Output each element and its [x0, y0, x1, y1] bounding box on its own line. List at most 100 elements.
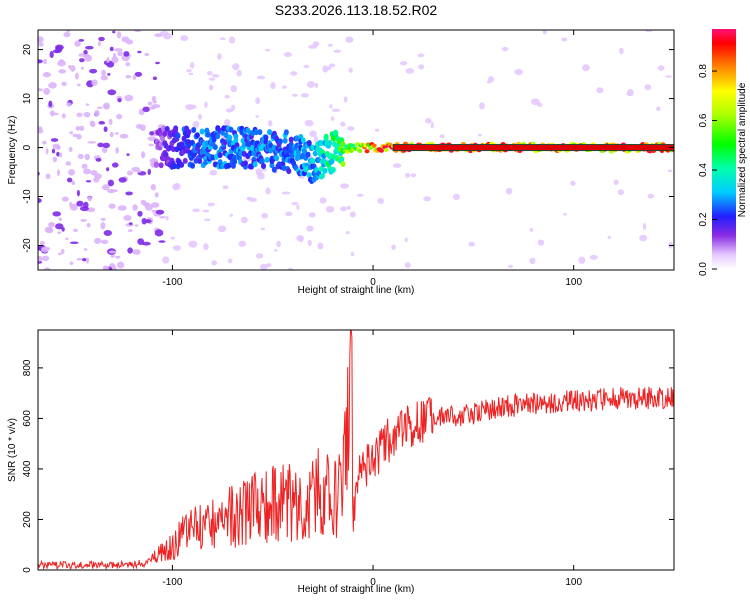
heatmap-cell [292, 93, 298, 97]
heatmap-cell [114, 132, 120, 135]
heatmap-cell [89, 68, 98, 74]
y-tick-label: 200 [22, 511, 33, 528]
heatmap-cell [371, 143, 377, 148]
heatmap-cell [144, 52, 150, 57]
heatmap-cell [306, 81, 315, 88]
heatmap-cell [63, 31, 71, 38]
heatmap-cell [197, 113, 202, 120]
heatmap-cell [582, 64, 590, 72]
heatmap-cell [158, 240, 166, 243]
heatmap-cell [76, 200, 84, 207]
heatmap-cell [542, 30, 547, 35]
heatmap-cell [207, 202, 215, 207]
heatmap-cell [215, 133, 221, 140]
heatmap-cell [197, 157, 203, 164]
heatmap-cell [100, 75, 108, 81]
colorbar: 0.0 0.2 0.4 0.6 0.8 Normalized spectral ampl… [698, 29, 748, 276]
heatmap-cell [38, 255, 43, 262]
heatmap-cell [85, 180, 92, 183]
heatmap-cell [417, 53, 425, 58]
heatmap-cell [48, 82, 57, 89]
heatmap-cell [222, 139, 228, 146]
heatmap-cell [208, 84, 214, 91]
heatmap-cell [187, 104, 197, 109]
heatmap-cell [147, 168, 152, 176]
heatmap-cell [423, 196, 431, 202]
heatmap-cell [48, 100, 53, 108]
heatmap-cell [248, 197, 257, 202]
heatmap-cell [66, 30, 71, 33]
heatmap-cell [76, 189, 80, 197]
heatmap-cell [76, 83, 81, 87]
heatmap-cell [150, 202, 160, 208]
heatmap-cell [58, 252, 62, 256]
heatmap-cell [98, 120, 106, 125]
heatmap-cell [56, 145, 61, 151]
heatmap-cell [665, 75, 672, 78]
heatmap-cell [189, 61, 195, 69]
heatmap-cell [117, 50, 123, 57]
heatmap-cell [514, 68, 523, 76]
heatmap-cell [159, 135, 165, 142]
y-tick-label: 10 [22, 93, 33, 105]
heatmap-cell [439, 134, 445, 139]
heatmap-cell [66, 177, 73, 183]
heatmap-cell [134, 71, 143, 77]
heatmap-cell [312, 41, 320, 47]
heatmap-cell [285, 211, 293, 217]
heatmap-cell [65, 161, 72, 166]
heatmap-cell [298, 175, 305, 179]
heatmap-cell [290, 71, 298, 76]
snr-y-ticks: 0 200 400 600 800 [22, 359, 674, 573]
x-tick-label: 100 [565, 577, 582, 588]
snr-y-axis-label: SNR (10 * v/v) [7, 418, 18, 482]
x-tick-label: 0 [370, 577, 376, 588]
heatmap-frame [37, 29, 675, 271]
heatmap-cell [180, 35, 189, 42]
heatmap-cell [81, 257, 87, 262]
heatmap-cell [364, 149, 370, 154]
heatmap-cell [85, 45, 94, 50]
heatmap-cell [226, 162, 232, 169]
heatmap-cell [147, 101, 153, 106]
heatmap-cell [323, 133, 329, 140]
heatmap-cell [263, 134, 269, 141]
heatmap-cell [300, 137, 306, 144]
heatmap-cell [265, 187, 271, 195]
heatmap-cell [647, 193, 654, 199]
heatmap-cell [75, 126, 81, 131]
heatmap-cell [61, 81, 67, 87]
heatmap-cell [100, 217, 106, 221]
heatmap-cell [282, 85, 287, 89]
heatmap-cell [257, 129, 263, 136]
heatmap-cell [468, 241, 475, 247]
heatmap-cell [350, 143, 356, 148]
heatmap-cell [125, 191, 133, 196]
heatmap-cell [277, 138, 283, 145]
x-tick-label: -100 [162, 277, 182, 288]
heatmap-cell [100, 222, 106, 230]
heatmap-cell [38, 126, 43, 131]
heatmap-cell [132, 74, 137, 80]
heatmap-cell [52, 156, 58, 163]
heatmap-cell [236, 69, 242, 77]
heatmap-cell [607, 235, 611, 239]
x-tick-label: 0 [370, 277, 376, 288]
y-tick-label: 20 [22, 44, 33, 56]
heatmap-cell [161, 125, 167, 132]
heatmap-cell [39, 241, 45, 246]
heatmap-cell [189, 162, 195, 169]
heatmap-cell [107, 188, 116, 194]
heatmap-cell [126, 170, 134, 176]
heatmap-cell [312, 150, 318, 157]
heatmap-y-ticks: -20 -10 0 10 20 [22, 44, 674, 253]
heatmap-cell [296, 204, 300, 210]
heatmap-cell [303, 64, 310, 69]
heatmap-cell [107, 89, 117, 96]
heatmap-cell [117, 98, 122, 103]
heatmap-cell [217, 152, 223, 159]
heatmap-cell [73, 228, 79, 232]
heatmap-cell [79, 125, 85, 131]
heatmap-cell [343, 96, 348, 103]
heatmap-cell [259, 263, 268, 270]
